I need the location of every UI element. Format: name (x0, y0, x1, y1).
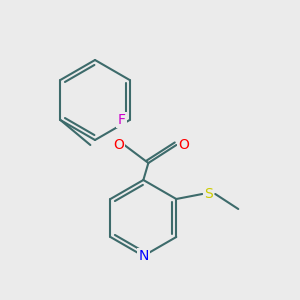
Text: F: F (118, 113, 126, 127)
Text: O: O (113, 138, 124, 152)
Text: N: N (138, 249, 148, 263)
Text: O: O (178, 138, 189, 152)
Text: S: S (204, 187, 213, 201)
